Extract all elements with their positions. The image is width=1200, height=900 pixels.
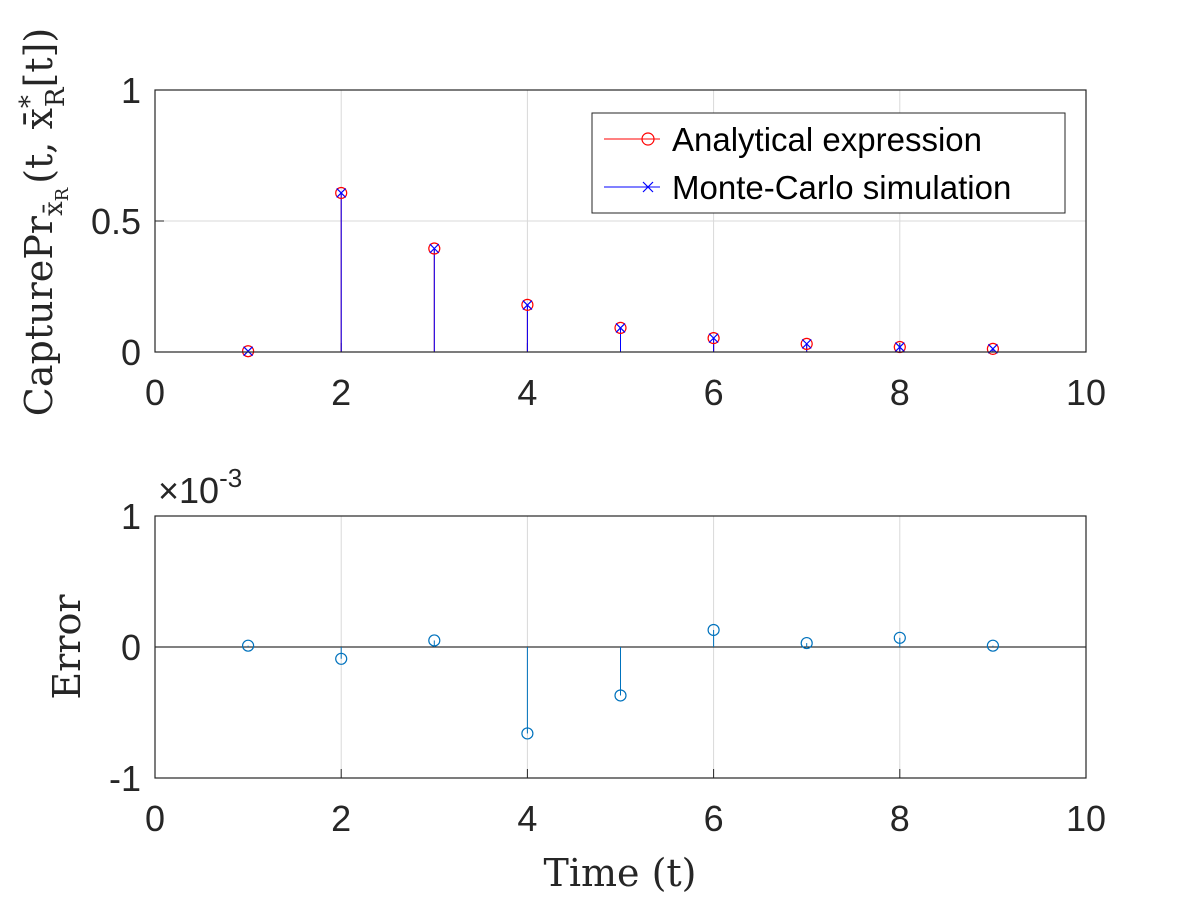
top-marker-x (801, 338, 812, 349)
legend-item-analytical: Analytical expression (604, 121, 982, 158)
top-x-tick-label: 4 (517, 372, 537, 413)
top-x-tick-label: 10 (1066, 372, 1106, 413)
top-x-tick-label: 2 (331, 372, 351, 413)
legend: Analytical expression Monte-Carlo simula… (591, 112, 1066, 214)
top-marker-circle (614, 321, 627, 334)
top-marker-circle (986, 342, 1000, 355)
bottom-marker-circle (335, 652, 348, 665)
top-marker-circle (335, 186, 348, 200)
top-y-tick-label: 0.5 (91, 201, 141, 242)
top-marker-x (615, 322, 626, 333)
bottom-y-tick-label: 0 (121, 627, 141, 668)
bottom-stems (242, 623, 1000, 740)
bottom-x-tick-label: 10 (1066, 798, 1106, 839)
bottom-x-tick-label: 2 (331, 798, 351, 839)
bottom-plot: 0 2 4 6 8 10 -101 ×10-3 Error Time (t) (45, 463, 1106, 895)
bottom-marker-circle (242, 639, 255, 652)
top-y-axis-label: CapturePrx̄R(t, x̄*R[t]) (15, 28, 73, 416)
legend-marker-x (642, 181, 654, 193)
bottom-marker-circle (614, 689, 627, 702)
top-plot: 0 2 4 6 8 10 00.51 CapturePrx̄R(t, x̄*R[t]) A… (15, 28, 1106, 416)
y-exponent-label: ×10-3 (158, 463, 242, 511)
bottom-x-tick-label: 8 (890, 798, 910, 839)
bottom-x-tick-label: 6 (704, 798, 724, 839)
legend-marker-circle (641, 132, 655, 146)
bottom-y-tick-label: -1 (109, 758, 141, 799)
top-marker-circle (521, 298, 534, 311)
bottom-y-axis-label: Error (45, 594, 89, 700)
top-x-tick-label: 6 (704, 372, 724, 413)
top-y-tick-labels: 00.51 (91, 70, 141, 373)
top-marker-x (429, 243, 440, 254)
top-marker-circle (707, 332, 720, 345)
bottom-y-tick-label: 1 (121, 496, 141, 537)
bottom-marker-circle (986, 639, 1000, 652)
legend-item-montecarlo: Monte-Carlo simulation (604, 169, 1011, 206)
top-x-tick-labels: 0 2 4 6 8 10 (145, 372, 1106, 413)
bottom-x-tick-labels: 0 2 4 6 8 10 (145, 798, 1106, 839)
top-marker-circle (428, 242, 441, 255)
top-marker-circle (242, 345, 255, 358)
top-axes-box (154, 89, 1087, 353)
top-x-tick-label: 0 (145, 372, 165, 413)
bottom-axes-box (154, 515, 1087, 779)
bottom-marker-circle (521, 727, 534, 740)
top-y-tick-label: 1 (121, 70, 141, 111)
top-marker-circle (800, 337, 813, 350)
bottom-marker-circle (893, 631, 906, 644)
top-marker-x (336, 188, 347, 198)
top-marker-x (243, 346, 254, 357)
top-y-tick-label: 0 (121, 332, 141, 373)
legend-label-montecarlo: Monte-Carlo simulation (672, 169, 1011, 206)
x-axis-label: Time (t) (543, 851, 696, 895)
bottom-y-tick-labels: -1 0 1 (109, 496, 141, 799)
bottom-marker-circle (707, 623, 720, 637)
top-marker-x (522, 300, 533, 311)
top-stems (242, 186, 1000, 358)
legend-label-analytical: Analytical expression (672, 121, 982, 158)
bottom-marker-circle (800, 636, 813, 650)
legend-box (591, 112, 1066, 214)
top-marker-x (708, 333, 719, 344)
bottom-x-tick-label: 4 (517, 798, 537, 839)
bottom-marker-circle (428, 634, 441, 647)
top-marker-x (894, 342, 905, 352)
bottom-x-tick-label: 0 (145, 798, 165, 839)
top-x-tick-label: 8 (890, 372, 910, 413)
